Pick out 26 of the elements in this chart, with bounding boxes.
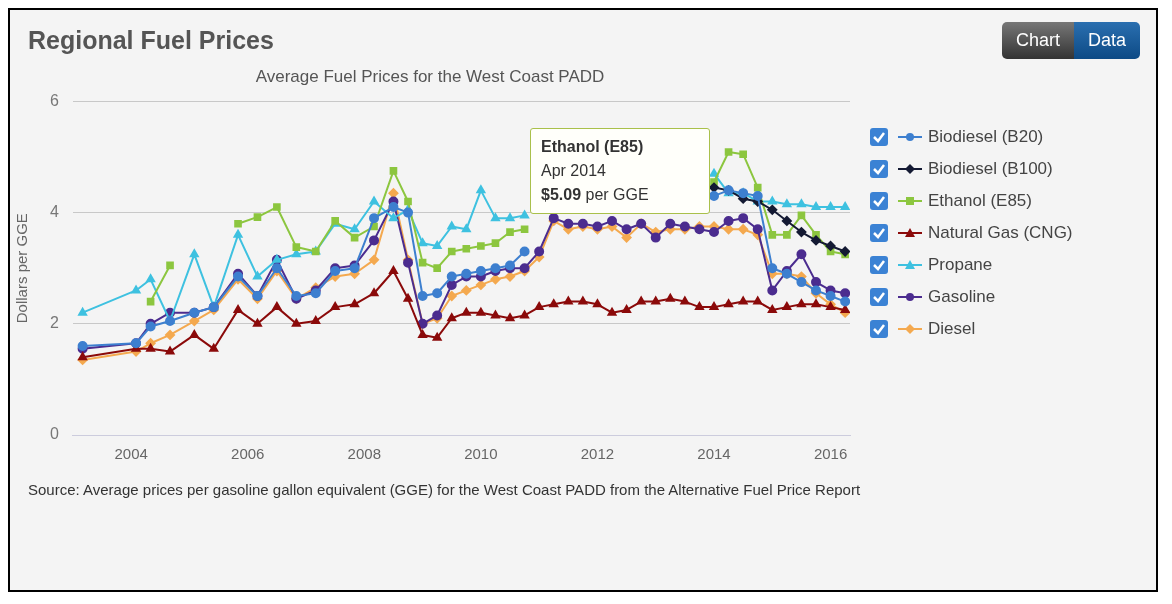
- y-tick-label: 4: [49, 203, 59, 221]
- x-tick-label: 2010: [464, 445, 498, 463]
- x-tick-label: 2008: [347, 445, 381, 463]
- x-tick-label: 2006: [231, 445, 265, 463]
- legend-label: Biodiesel (B100): [928, 159, 1053, 179]
- source-note: Source: Average prices per gasoline gallon equivalent (GGE) for the West Coast PADD from the Alternative Fuel Price Report: [27, 480, 862, 500]
- x-tick-label: 2014: [697, 445, 731, 463]
- y-tick-label: 0: [49, 425, 59, 443]
- legend-label: Diesel: [928, 319, 976, 339]
- x-tick-label: 2012: [580, 445, 615, 463]
- x-tick-label: 2016: [813, 445, 848, 463]
- x-tick-label: 2004: [114, 445, 148, 463]
- legend-label: Gasoline: [928, 287, 996, 307]
- chart-title: Regional Fuel Prices: [28, 26, 274, 55]
- toggle-button: Data: [1073, 22, 1140, 59]
- tooltip-box: Ethanol (E85) Apr 2014 $5.09 per GGE: [530, 128, 710, 214]
- legend-label: Natural Gas (CNG): [928, 223, 1073, 243]
- legend-label: Ethanol (E85): [928, 191, 1032, 211]
- legend-label: Propane: [928, 255, 993, 275]
- y-tick-label: 2: [49, 314, 59, 332]
- legend-label: Biodiesel (B20): [928, 127, 1044, 147]
- toggle-button: Chart: [1001, 22, 1074, 59]
- y-axis-title: Dollars per GGE: [13, 213, 31, 324]
- y-tick-label: 6: [49, 91, 59, 109]
- annotation: Ethanol (E85) Apr 2014 $5.09 per GGE: [541, 137, 650, 205]
- chart-subtitle: Average Fuel Prices for the West Coast PADD: [255, 66, 605, 86]
